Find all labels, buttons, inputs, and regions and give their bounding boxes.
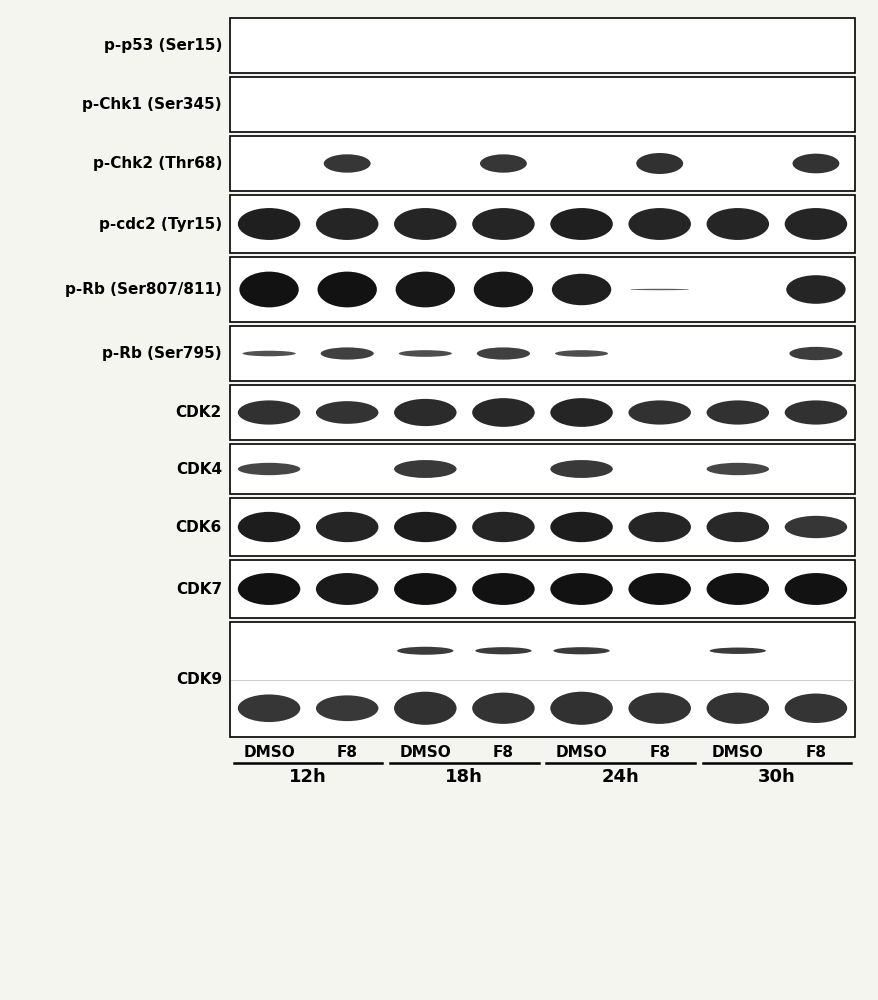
Text: DMSO: DMSO [711,745,763,760]
Text: DMSO: DMSO [399,745,450,760]
Ellipse shape [550,208,612,240]
Ellipse shape [628,400,690,425]
Ellipse shape [706,463,768,475]
Ellipse shape [317,272,377,307]
Ellipse shape [709,648,765,654]
Ellipse shape [706,400,768,425]
Ellipse shape [238,512,300,542]
Bar [230,77,854,132]
Bar [230,498,854,556]
Ellipse shape [706,693,768,724]
Ellipse shape [471,398,534,427]
Ellipse shape [706,512,768,542]
Ellipse shape [393,573,456,605]
Ellipse shape [550,512,612,542]
Ellipse shape [315,695,378,721]
Bar [230,195,854,253]
Ellipse shape [393,512,456,542]
Text: p-p53 (Ser15): p-p53 (Ser15) [104,38,222,53]
Ellipse shape [395,272,455,307]
Ellipse shape [784,694,846,723]
Ellipse shape [238,573,300,605]
Ellipse shape [479,154,526,173]
Text: DMSO: DMSO [555,745,607,760]
Ellipse shape [320,347,373,360]
Ellipse shape [628,208,690,240]
Ellipse shape [397,647,453,655]
Text: CDK6: CDK6 [176,520,222,534]
Ellipse shape [471,208,534,240]
Ellipse shape [393,399,456,426]
Ellipse shape [471,573,534,605]
Bar [230,18,854,73]
Text: p-Rb (Ser795): p-Rb (Ser795) [102,346,222,361]
Ellipse shape [471,512,534,542]
Bar [230,622,854,737]
Ellipse shape [393,208,456,240]
Text: F8: F8 [493,745,514,760]
Text: F8: F8 [649,745,669,760]
Bar [230,560,854,618]
Ellipse shape [784,208,846,240]
Ellipse shape [792,154,838,173]
Ellipse shape [315,208,378,240]
Bar [230,257,854,322]
Ellipse shape [315,573,378,605]
Ellipse shape [551,274,610,305]
Ellipse shape [238,208,300,240]
Text: CDK7: CDK7 [176,582,222,596]
Ellipse shape [630,289,688,290]
Ellipse shape [784,573,846,605]
Text: CDK4: CDK4 [176,462,222,477]
Ellipse shape [393,692,456,725]
Ellipse shape [315,512,378,542]
Text: CDK9: CDK9 [176,672,222,687]
Text: p-cdc2 (Tyr15): p-cdc2 (Tyr15) [98,217,222,232]
Text: p-Chk2 (Thr68): p-Chk2 (Thr68) [92,156,222,171]
Text: F8: F8 [804,745,825,760]
Ellipse shape [471,693,534,724]
Text: p-Rb (Ser807/811): p-Rb (Ser807/811) [65,282,222,297]
Ellipse shape [550,692,612,725]
Text: 12h: 12h [289,768,327,786]
Text: 24h: 24h [601,768,639,786]
Ellipse shape [785,275,845,304]
Bar [230,444,854,494]
Text: F8: F8 [336,745,357,760]
Ellipse shape [242,351,295,356]
Ellipse shape [239,272,299,307]
Bar [230,326,854,381]
Bar [230,385,854,440]
Ellipse shape [788,347,841,360]
Ellipse shape [550,398,612,427]
Ellipse shape [238,400,300,425]
Ellipse shape [393,460,456,478]
Ellipse shape [473,272,533,307]
Ellipse shape [399,350,451,357]
Ellipse shape [315,401,378,424]
Ellipse shape [238,463,300,475]
Ellipse shape [706,208,768,240]
Text: 30h: 30h [757,768,795,786]
Text: CDK2: CDK2 [176,405,222,420]
Ellipse shape [475,647,531,654]
Ellipse shape [323,154,371,173]
Ellipse shape [550,460,612,478]
Text: 18h: 18h [445,768,483,786]
Ellipse shape [628,512,690,542]
Ellipse shape [628,573,690,605]
Text: DMSO: DMSO [243,745,295,760]
Ellipse shape [636,153,682,174]
Ellipse shape [553,647,609,654]
Ellipse shape [706,573,768,605]
Ellipse shape [554,350,608,357]
Ellipse shape [784,400,846,425]
Ellipse shape [784,516,846,538]
Ellipse shape [477,347,529,360]
Ellipse shape [628,693,690,724]
Bar [230,136,854,191]
Ellipse shape [550,573,612,605]
Ellipse shape [238,694,300,722]
Text: p-Chk1 (Ser345): p-Chk1 (Ser345) [83,97,222,112]
